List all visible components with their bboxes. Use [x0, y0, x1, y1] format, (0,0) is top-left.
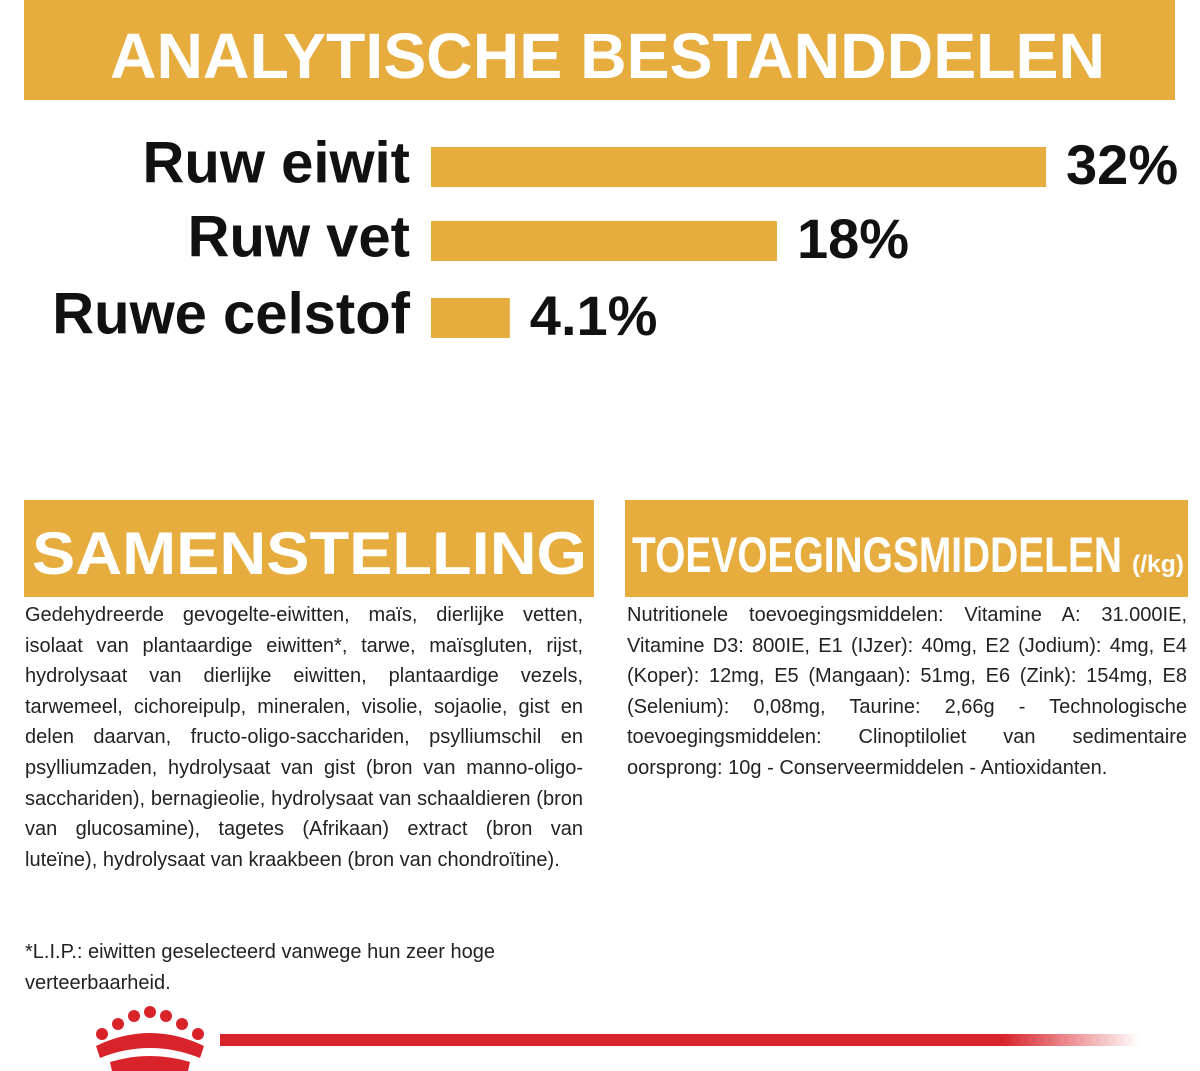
section-title: TOEVOEGINGSMIDDELEN: [632, 527, 1122, 583]
additives-text: Nutritionele toevoegingsmiddelen: Vitami…: [627, 604, 1187, 779]
bar: [431, 147, 1047, 187]
logo: [96, 1006, 204, 1071]
value-label: 18%: [797, 207, 909, 270]
section-banner: [625, 500, 1188, 597]
category-label: Ruw vet: [188, 204, 410, 269]
section-title: SAMENSTELLING: [32, 520, 587, 587]
section-banner: [24, 500, 594, 597]
category-label: Ruwe celstof: [52, 281, 410, 346]
category-label: Ruw eiwit: [143, 130, 410, 195]
chart-title: ANALYTISCHE BESTANDDELEN: [110, 20, 1105, 92]
bar: [431, 298, 510, 338]
bar: [431, 221, 777, 261]
value-label: 4.1%: [530, 284, 658, 347]
composition-text: Gedehydreerde gevogelte-eiwitten, maïs, …: [25, 604, 583, 871]
section-unit: (/kg): [1132, 551, 1184, 578]
value-label: 32%: [1066, 133, 1178, 196]
composition-note: *L.I.P.: eiwitten geselecteerd vanwege h…: [25, 941, 495, 994]
title-banner: [24, 0, 1175, 100]
footer-line: [220, 1034, 1140, 1046]
